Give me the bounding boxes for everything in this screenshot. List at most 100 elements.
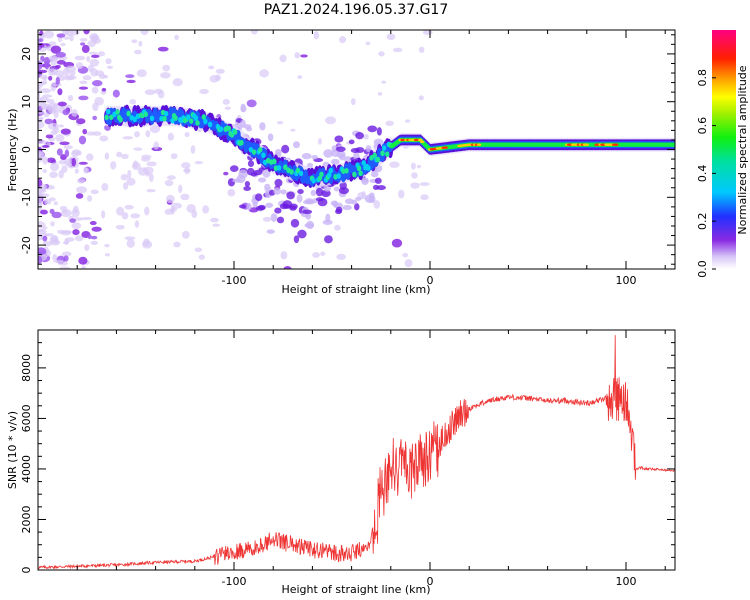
heatmap-ridge-core [443,146,448,149]
colorbar-gradient [712,30,736,269]
heatmap-noise-blob [162,64,171,72]
heatmap-noise-blob [57,88,63,96]
y-tick-label: 10 [20,95,33,109]
heatmap-noise-blob [140,30,149,36]
heatmap-noise-blob [418,46,425,53]
heatmap-noise-blob [53,201,58,206]
heatmap-noise-blob [130,213,141,219]
heatmap-noise-blob [283,266,292,269]
heatmap-noise-blob [38,229,47,235]
heatmap-noise-blob [50,57,58,66]
heatmap-noise-blob [45,233,54,237]
colorbar-ticks: 0.0 0.2 0.4 0.6 0.8 [696,69,716,278]
heatmap-noise-blob [81,44,90,54]
heatmap-noise-blob [42,169,48,174]
heatmap-scatter-blob [243,186,251,191]
heatmap-noise-blob [101,87,107,92]
heatmap-ridge-inner [163,110,169,117]
heatmap-noise-blob [186,203,196,213]
heatmap-noise-blob [56,33,66,38]
heatmap-scatter-blob [274,207,282,214]
heatmap-noise-blob [81,216,92,221]
heatmap-noise-blob [44,118,54,125]
heatmap-noise-blob [102,74,109,79]
heatmap-ridge-inner [170,117,175,124]
heatmap-scatter-blob [238,204,247,209]
heatmap-noise-blob [38,247,47,255]
heatmap-noise-blob [157,46,169,52]
heatmap-noise-blob [215,68,225,74]
heatmap-noise-blob [78,86,89,90]
heatmap-scatter-blob [365,145,372,153]
heatmap-noise-blob [160,72,171,79]
heatmap-noise-blob [134,131,140,138]
heatmap-noise-blob [38,38,43,43]
y-tick-label: 2000 [20,505,33,533]
heatmap-noise-blob [52,259,64,263]
heatmap-noise-blob [49,239,61,246]
heatmap-noise-blob [300,54,308,58]
heatmap-noise-blob [42,235,48,242]
heatmap-noise-blob [222,98,230,105]
heatmap-noise-blob [313,31,320,40]
heatmap-noise-blob [115,224,125,230]
heatmap-noise-blob [169,207,177,212]
heatmap-noise-blob [410,162,416,170]
heatmap-scatter-blob [240,103,246,113]
heatmap-scatter-blob [296,194,303,203]
heatmap-scatter-blob [353,151,360,161]
heatmap-scatter-blob [362,178,369,183]
heatmap-scatter-blob [317,198,328,207]
heatmap-noise-blob [74,168,79,174]
heatmap-ridge-inner [298,170,304,177]
heatmap-noise-blob [202,205,210,214]
heatmap-scatter-blob [301,153,312,160]
heatmap-scatter-blob [369,192,375,199]
heatmap-noise-blob [198,254,206,260]
heatmap-noise-blob [418,95,424,101]
heatmap-ridge-inner [185,114,191,120]
heatmap-noise-blob [63,36,70,40]
heatmap-scatter-blob [323,149,334,158]
heatmap-noise-blob [174,34,179,41]
heatmap-noise-blob [64,149,70,158]
heatmap-noise-blob [38,91,41,99]
heatmap-noise-blob [365,41,371,46]
heatmap-noise-blob [125,74,135,78]
y-tick-label: 0 [20,567,33,574]
heatmap-noise-blob [194,247,203,253]
heatmap-noise-blob [75,193,84,199]
heatmap-noise-blob [392,47,403,53]
x-tick-label: -100 [222,575,247,588]
heatmap-noise-blob [80,42,86,46]
heatmap-noise-blob [87,64,94,73]
heatmap-noise-blob [64,238,69,245]
heatmap-noise-blob [86,55,91,62]
heatmap-noise-blob [172,78,183,87]
heatmap-noise-blob [290,128,296,132]
heatmap-scatter-blob [330,158,340,166]
heatmap-scatter-blob [247,160,255,167]
heatmap-noise-blob [71,157,77,167]
heatmap-ridge-inner [201,114,207,120]
heatmap-noise-blob [58,124,64,128]
heatmap-ridge-inner [105,108,111,115]
heatmap-noise-blob [126,239,135,248]
heatmap-noise-blob [116,151,123,158]
heatmap-ridge-inner [203,118,208,125]
heatmap-scatter-blob [289,203,298,210]
heatmap-noise-blob [144,206,150,216]
heatmap-noise-blob [223,171,229,176]
x-tick-label: 100 [616,274,637,287]
y-tick-label: -10 [20,188,33,206]
heatmap-noise-blob [49,162,60,172]
heatmap-noise-blob [90,235,98,240]
heatmap-noise-blob [59,141,70,146]
heatmap-noise-blob [39,42,45,48]
heatmap-scatter-blob [246,202,252,211]
heatmap-noise-blob [146,188,156,193]
heatmap-scatter-blob [286,191,295,200]
heatmap-ridge-inner [162,115,167,122]
